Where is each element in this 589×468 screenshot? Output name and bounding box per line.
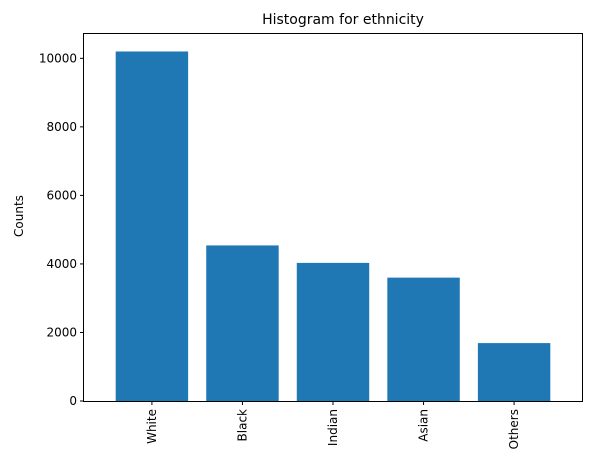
bar-indian <box>296 262 370 401</box>
bar-white <box>115 51 189 401</box>
x-tick-label-black: Black <box>235 409 249 442</box>
x-tick-label-white: White <box>145 409 159 444</box>
y-tick-label-0: 0 <box>69 394 77 408</box>
x-tick-label-others: Others <box>507 409 521 449</box>
x-tick-label-asian: Asian <box>417 409 431 442</box>
y-tick-label-6000: 6000 <box>46 188 77 202</box>
y-tick-label-2000: 2000 <box>46 325 77 339</box>
x-tick-label-indian: Indian <box>326 409 340 446</box>
bar-asian <box>387 277 460 401</box>
x-axis-ticks: White Black Indian Asian Others <box>145 401 521 449</box>
bar-black <box>206 245 279 401</box>
y-tick-label-4000: 4000 <box>46 257 77 271</box>
bars-layer <box>115 51 551 401</box>
bar-others <box>477 343 551 401</box>
y-axis-label: Counts <box>12 195 26 237</box>
y-axis-ticks: 0 2000 4000 6000 8000 10000 <box>39 51 84 408</box>
y-tick-label-8000: 8000 <box>46 120 77 134</box>
chart-title: Histogram for ethnicity <box>262 12 424 28</box>
plot-frame <box>83 33 583 402</box>
y-tick-label-10000: 10000 <box>39 51 77 65</box>
